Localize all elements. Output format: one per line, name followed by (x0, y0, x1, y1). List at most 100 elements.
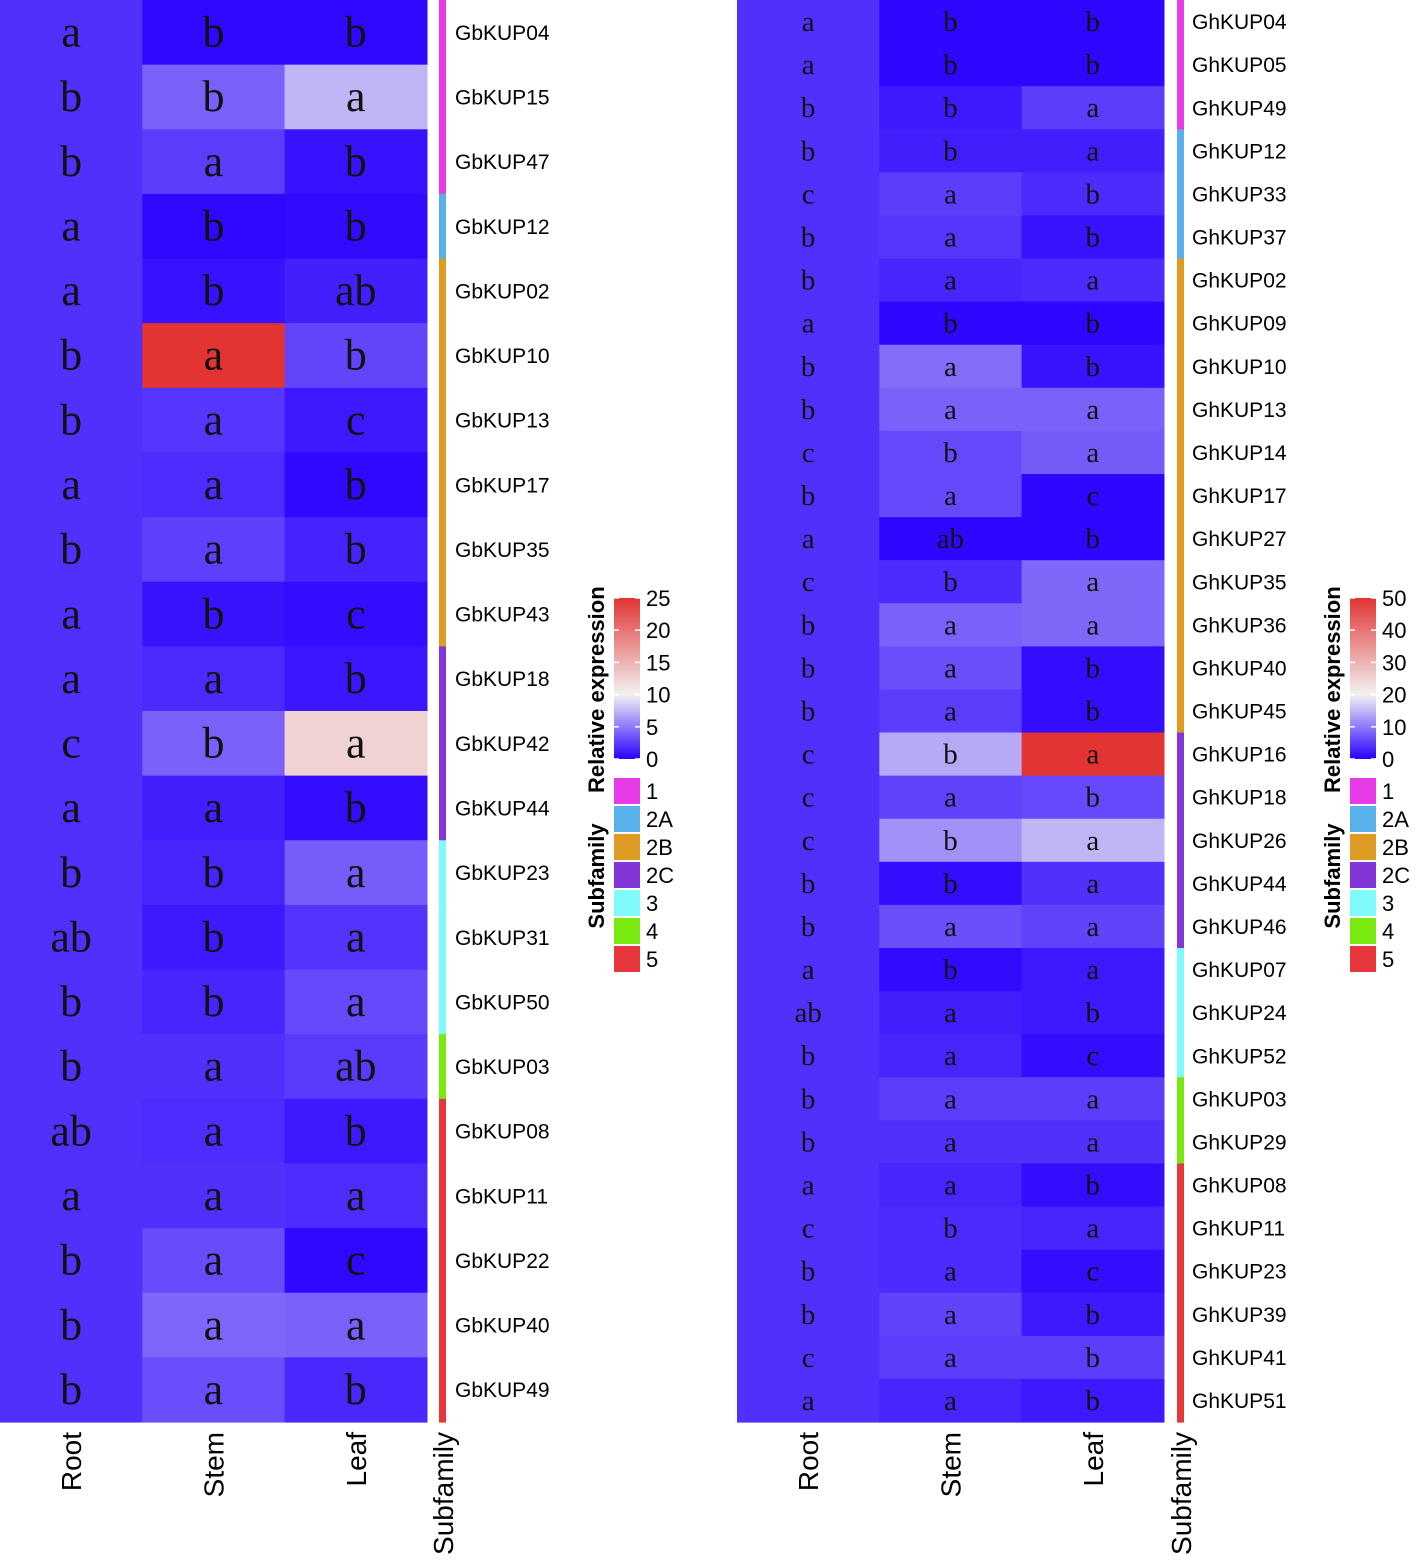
heatmap-cell (737, 689, 880, 734)
heatmap-cell (284, 387, 428, 454)
subfamily-legend: 1 2A 2B 2C 3 4 5 Subfamily (584, 778, 674, 972)
heatmap-cell (879, 1292, 1023, 1337)
heatmap-cell (1021, 603, 1165, 647)
subfamily-bar-segment (1177, 1077, 1184, 1121)
significance-letter: a (61, 654, 81, 703)
significance-letter: b (801, 868, 816, 900)
heatmap-cell (142, 1163, 286, 1229)
subfamily-bar-segment (1177, 344, 1184, 389)
significance-letter: a (1086, 135, 1099, 167)
heatmap-cell (737, 948, 880, 992)
heatmap-cell (1021, 86, 1165, 130)
significance-letter: a (346, 977, 366, 1026)
heatmap-cell (879, 517, 1023, 561)
subfamily-bar-segment (439, 969, 446, 1035)
significance-letter: b (943, 1213, 958, 1245)
significance-letter: b (943, 92, 958, 124)
significance-letter: a (944, 1342, 957, 1374)
heatmap-cell (0, 1098, 143, 1165)
subfamily-swatch (614, 778, 640, 804)
gene-label: GhKUP35 (1192, 571, 1287, 594)
gene-label: GhKUP46 (1192, 916, 1287, 939)
heatmap-cell (0, 775, 143, 841)
subfamily-bar-segment (439, 1292, 446, 1358)
heatmap-cell (1021, 129, 1165, 173)
heatmap-cell (1021, 43, 1165, 87)
heatmap-cell (879, 387, 1023, 432)
gene-label: GhKUP11 (1192, 1218, 1285, 1241)
subfamily-swatch (1350, 890, 1376, 916)
significance-letter: c (802, 178, 815, 210)
significance-letter: a (61, 266, 81, 315)
significance-letter: a (802, 6, 815, 38)
heatmap-cell (284, 904, 428, 971)
gene-label: GbKUP35 (455, 539, 550, 562)
heatmap-cell (0, 840, 143, 906)
significance-letter: b (60, 1300, 82, 1349)
gene-label: GhKUP17 (1192, 485, 1287, 508)
significance-letter: b (60, 848, 82, 897)
significance-letter: a (346, 1171, 366, 1220)
significance-letter: a (61, 783, 81, 832)
significance-letter: b (801, 1083, 816, 1115)
significance-letter: a (1086, 1126, 1099, 1158)
subfamily-legend-title: Subfamily (584, 823, 609, 929)
subfamily-bar-segment (439, 1163, 446, 1229)
significance-letter: ab (50, 1106, 92, 1155)
heatmap-cell (737, 1292, 880, 1337)
gene-label: GhKUP29 (1192, 1131, 1287, 1154)
significance-letter: a (204, 1106, 224, 1155)
subfamily-bar-segment (1177, 1034, 1184, 1078)
significance-letter: a (944, 1126, 957, 1158)
heatmap-cell (879, 0, 1023, 44)
heatmap-cell (879, 560, 1023, 604)
heatmap-cell (284, 711, 428, 777)
heatmap-cell (284, 581, 428, 647)
significance-letter: b (60, 395, 82, 444)
heatmap-cell (1021, 689, 1165, 734)
heatmap-cell (0, 129, 143, 195)
gene-label: GhKUP44 (1192, 873, 1287, 896)
significance-letter: c (802, 782, 815, 814)
heatmap-cell (879, 215, 1023, 260)
subfamily-bar-segment (439, 581, 446, 647)
heatmap-cell (142, 1098, 286, 1165)
significance-letter: a (1086, 265, 1099, 297)
heatmap-cell (0, 711, 143, 777)
heatmap-cell (737, 86, 880, 130)
heatmap-cell (284, 969, 428, 1035)
subfamily-legend-label: 2C (646, 863, 674, 888)
significance-letter: b (1086, 6, 1101, 38)
heatmap-cell (142, 323, 286, 389)
significance-letter: b (202, 72, 224, 121)
heatmap-cell (879, 43, 1023, 87)
significance-letter: b (1086, 178, 1101, 210)
gene-label: GbKUP02 (455, 280, 550, 303)
subfamily-bar-segment (439, 258, 446, 324)
heatmap-cell (737, 258, 880, 303)
subfamily-bar-segment (1177, 991, 1184, 1035)
subfamily-bar-segment (439, 387, 446, 454)
heatmap-cell (737, 991, 880, 1035)
significance-letter: c (346, 589, 366, 638)
heatmap-cell (737, 646, 880, 691)
subfamily-bar-segment (1177, 1120, 1184, 1165)
significance-letter: b (202, 912, 224, 961)
significance-letter: a (944, 997, 957, 1029)
color-scale-tick-label: 20 (1382, 683, 1406, 708)
subfamily-column-label: Subfamily (428, 1432, 459, 1555)
gene-label: GhKUP45 (1192, 701, 1287, 724)
heatmap-cell (879, 430, 1023, 475)
significance-letter: a (802, 1169, 815, 1201)
heatmap-cell (284, 258, 428, 324)
gene-label: GbKUP42 (455, 733, 550, 756)
significance-letter: a (204, 460, 224, 509)
subfamily-bar-segment (1177, 1292, 1184, 1337)
significance-letter: b (202, 589, 224, 638)
heatmap-cell (879, 1249, 1023, 1294)
significance-letter: b (943, 868, 958, 900)
subfamily-bar-segment (439, 1228, 446, 1294)
significance-letter: b (1086, 49, 1101, 81)
heatmap-cell (284, 517, 428, 583)
heatmap-cell (142, 258, 286, 324)
